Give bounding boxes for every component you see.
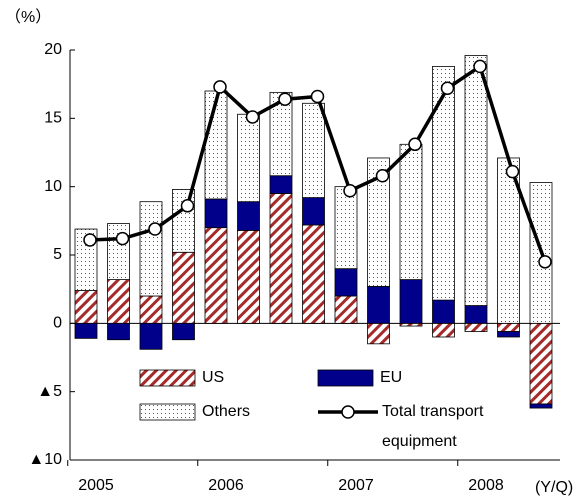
y-tick-label: ▲5 bbox=[37, 383, 62, 400]
bar-segment bbox=[432, 66, 455, 301]
bar-segment bbox=[139, 322, 163, 350]
bar-segment bbox=[302, 102, 325, 199]
bar-segment bbox=[302, 197, 325, 226]
bar-segment bbox=[399, 279, 423, 324]
total-point bbox=[310, 89, 325, 104]
bar-segment bbox=[107, 322, 130, 341]
bar-segment bbox=[269, 175, 293, 194]
bar-segment bbox=[334, 268, 358, 297]
legend-label: US bbox=[202, 369, 225, 386]
bar-segment bbox=[529, 322, 553, 405]
legend-swatch bbox=[139, 369, 196, 387]
bar-segment bbox=[302, 224, 325, 324]
bar-segment bbox=[139, 295, 163, 324]
bar-segment bbox=[399, 322, 423, 327]
bar-segment bbox=[204, 198, 228, 229]
bar-segment bbox=[269, 91, 293, 177]
total-point bbox=[473, 59, 487, 74]
bar-segment bbox=[172, 322, 195, 341]
legend-label: Total transport equipment bbox=[382, 403, 484, 450]
bar-segment bbox=[464, 55, 488, 306]
bar-segment bbox=[497, 322, 520, 332]
y-axis-label: （%） bbox=[5, 8, 51, 26]
total-point bbox=[115, 231, 130, 246]
bar-segment bbox=[139, 201, 163, 297]
legend-label: EU bbox=[380, 369, 403, 386]
y-tick-label: 0 bbox=[53, 315, 62, 332]
bar-segment bbox=[529, 403, 553, 409]
bar-segment bbox=[269, 193, 293, 324]
bar-segment bbox=[432, 322, 455, 338]
x-tick-label: 2006 bbox=[208, 477, 244, 494]
legend-swatch bbox=[139, 403, 196, 421]
bar-segment bbox=[107, 223, 130, 280]
total-point bbox=[213, 80, 227, 94]
x-tick-label: 2005 bbox=[78, 477, 114, 494]
bar-segment bbox=[74, 322, 98, 339]
total-point bbox=[440, 81, 455, 96]
legend-marker bbox=[341, 405, 355, 419]
bar-segment bbox=[497, 331, 520, 338]
x-axis-label: (Y/Q) bbox=[535, 479, 573, 496]
total-point bbox=[83, 233, 97, 247]
total-point bbox=[408, 137, 422, 152]
bar-segment bbox=[237, 201, 260, 231]
bar-segment bbox=[237, 229, 260, 324]
bar-segment bbox=[464, 322, 488, 332]
bar-segment bbox=[334, 186, 358, 270]
total-point bbox=[375, 168, 390, 183]
total-point bbox=[148, 222, 162, 236]
y-tick-label: 20 bbox=[44, 41, 62, 58]
legend-swatch bbox=[317, 369, 374, 387]
total-point bbox=[505, 164, 520, 179]
bar-segment bbox=[367, 157, 390, 287]
bar-segment bbox=[399, 143, 423, 281]
bar-segment bbox=[204, 227, 228, 324]
bar-segment bbox=[107, 279, 130, 324]
y-tick-label: 5 bbox=[53, 246, 62, 263]
bar-segment bbox=[237, 113, 260, 203]
bar-segment bbox=[464, 305, 488, 324]
y-tick-label: 15 bbox=[44, 110, 62, 127]
legend-label: Others bbox=[202, 403, 251, 420]
x-tick-label: 2007 bbox=[338, 477, 374, 494]
x-tick-label: 2008 bbox=[468, 477, 504, 494]
bar-segment bbox=[334, 295, 358, 324]
bar-segment bbox=[367, 322, 390, 345]
total-point bbox=[180, 199, 195, 213]
total-point bbox=[538, 255, 552, 269]
total-point bbox=[245, 110, 260, 124]
total-point bbox=[278, 92, 292, 106]
total-point bbox=[343, 184, 357, 198]
y-tick-label: ▲10 bbox=[28, 451, 62, 468]
y-tick-label: 10 bbox=[44, 178, 62, 195]
bar-segment bbox=[172, 251, 195, 324]
bar-segment bbox=[367, 286, 390, 324]
bar-segment bbox=[432, 299, 455, 324]
bar-segment bbox=[74, 290, 98, 324]
